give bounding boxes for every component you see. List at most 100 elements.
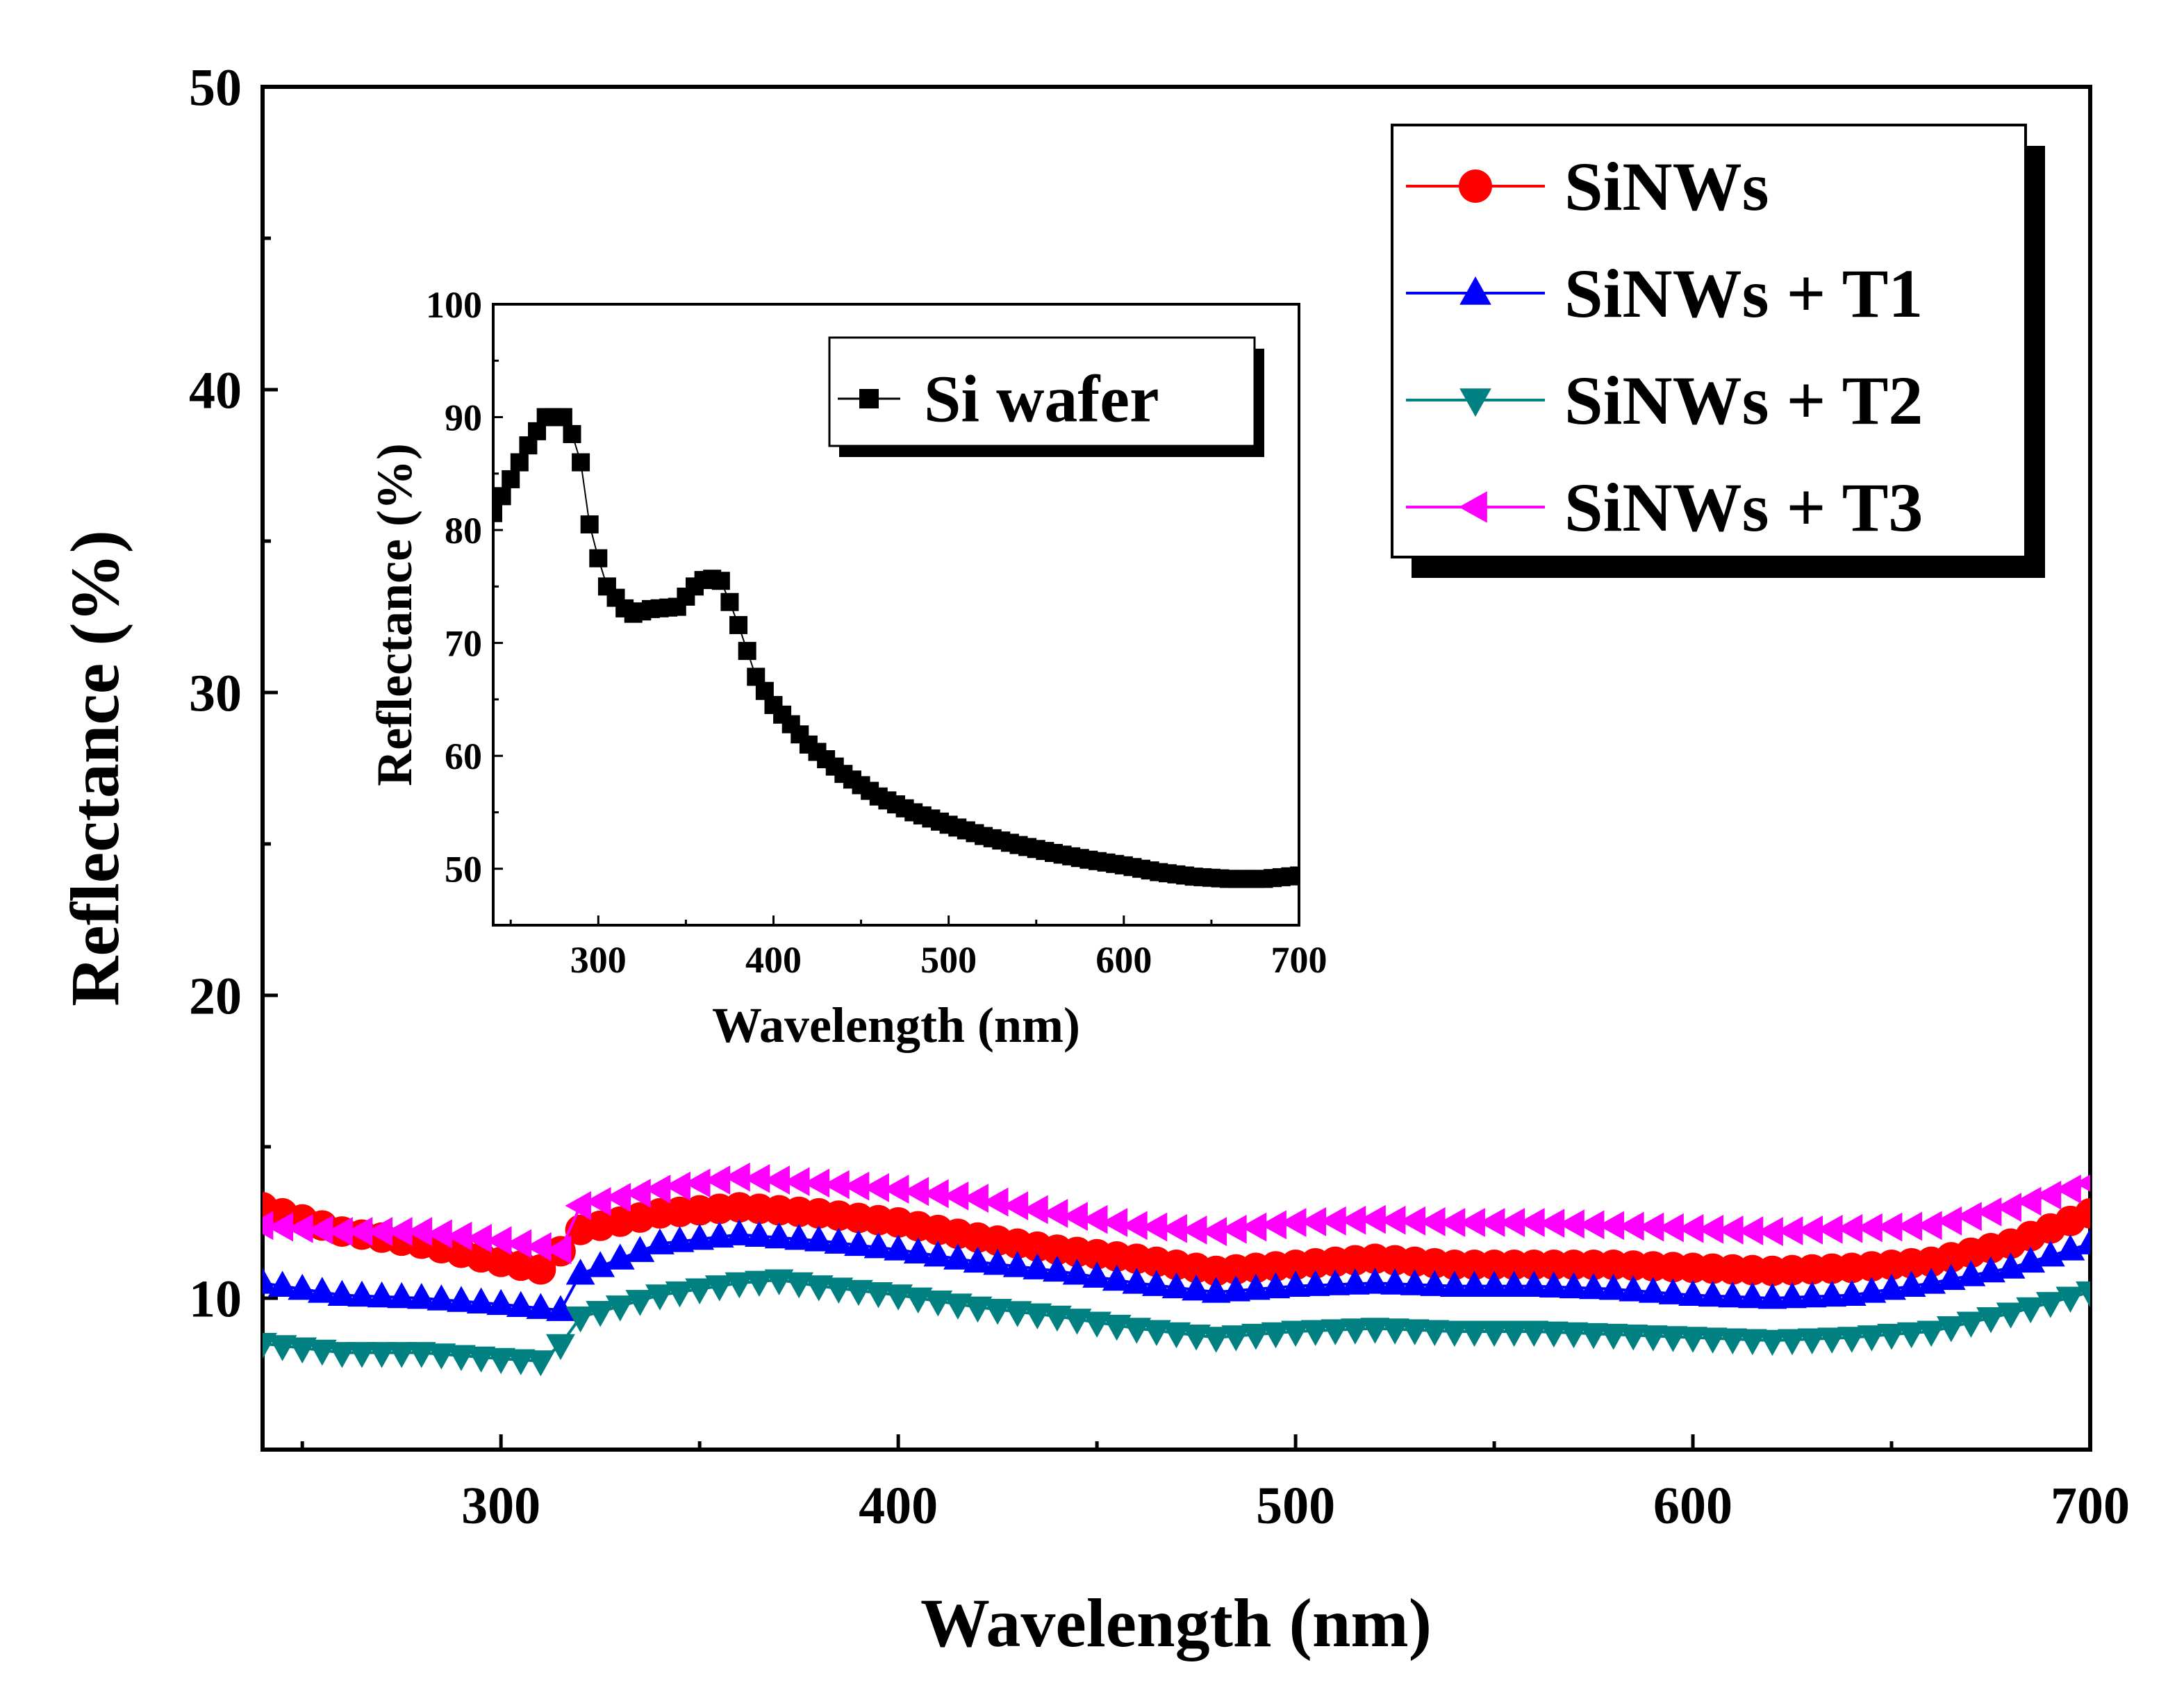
data-point-sinws-t2 <box>267 1335 297 1361</box>
data-point-sinws-t3 <box>1181 1216 1207 1245</box>
data-point-sinws-t1 <box>565 1259 595 1285</box>
data-point-sinws-t3 <box>902 1177 929 1207</box>
data-point-sinws-t1 <box>427 1284 456 1311</box>
data-point-sinws-t3 <box>1200 1217 1227 1246</box>
data-point-sinws-t3 <box>1320 1206 1346 1236</box>
data-point-sinws-t1 <box>586 1251 615 1277</box>
data-point-sinws-t3 <box>1141 1212 1168 1242</box>
data-point-sinws-t1 <box>406 1283 436 1309</box>
data-point-si-wafer <box>563 424 581 443</box>
data-point-sinws-t2 <box>1976 1307 2005 1334</box>
data-point-sinws-t2 <box>1737 1329 1767 1355</box>
inset-legend-box <box>828 336 1256 447</box>
data-point-sinws-t3 <box>1121 1211 1148 1241</box>
data-point-sinws-t1 <box>1896 1270 1926 1297</box>
main-legend-box <box>1391 124 2027 558</box>
data-point-sinws-t3 <box>386 1217 413 1246</box>
legend-label-sinws-t2: SiNWs + T2 <box>1564 362 1923 439</box>
data-point-si-wafer <box>580 515 599 533</box>
data-point-sinws-t1 <box>1221 1275 1251 1302</box>
data-point-sinws-t2 <box>745 1270 774 1297</box>
data-point-sinws-t2 <box>1638 1325 1668 1352</box>
data-point-sinws-t2 <box>1340 1318 1370 1345</box>
data-point-sinws-t2 <box>1459 1320 1489 1347</box>
data-point-sinws-t1 <box>1300 1270 1330 1296</box>
data-point-sinws-t1 <box>1737 1282 1767 1309</box>
data-point-sinws-t1 <box>704 1221 734 1248</box>
data-point-sinws-t2 <box>546 1334 575 1361</box>
data-point-sinws-t2 <box>804 1275 834 1302</box>
data-point-sinws-t1 <box>1638 1277 1668 1303</box>
data-point-sinws-t2 <box>1261 1322 1291 1349</box>
data-point-sinws-t3 <box>1598 1211 1625 1241</box>
data-point-sinws-t3 <box>1777 1216 1803 1245</box>
data-point-sinws-t3 <box>883 1175 909 1204</box>
data-point-sinws-t1 <box>1420 1270 1450 1296</box>
data-point-sinws-t3 <box>2035 1180 2062 1210</box>
inset-x-axis-title: Wavelength (nm) <box>712 997 1080 1053</box>
data-point-sinws-t2 <box>1142 1320 1171 1346</box>
data-point-sinws-t3 <box>525 1232 552 1261</box>
data-point-sinws-t1 <box>1340 1268 1370 1295</box>
data-point-sinws-t1 <box>725 1219 754 1245</box>
main-legend: SiNWs SiNWs + T1 SiNWs + T2 SiNWs + T3 <box>1391 124 2045 578</box>
data-point-sinws-t2 <box>625 1290 655 1316</box>
data-point-sinws-t2 <box>983 1298 1013 1325</box>
data-point-sinws-t1 <box>1877 1273 1906 1300</box>
data-point-sinws-t1 <box>1837 1279 1867 1307</box>
data-point-sinws-t2 <box>824 1277 854 1304</box>
legend-marker-sinws-t3 <box>1459 491 1487 523</box>
x-tick-label: 400 <box>745 939 802 981</box>
data-point-sinws-t2 <box>1559 1322 1589 1349</box>
data-point-sinws-t3 <box>545 1235 572 1265</box>
data-point-sinws-t2 <box>784 1272 814 1299</box>
data-point-sinws-t2 <box>1002 1301 1032 1327</box>
data-point-sinws-t1 <box>307 1277 337 1303</box>
inset-series-group <box>493 408 1299 888</box>
data-point-sinws-t1 <box>884 1234 913 1261</box>
data-point-si-wafer <box>510 453 529 472</box>
data-point-sinws-t2 <box>506 1349 536 1375</box>
data-point-sinws-t2 <box>447 1345 476 1371</box>
x-tick-label: 300 <box>570 939 627 981</box>
data-point-sinws-t1 <box>367 1281 397 1308</box>
data-point-sinws-t3 <box>1439 1208 1466 1237</box>
data-point-sinws-t2 <box>704 1275 734 1302</box>
x-tick-label: 500 <box>920 939 977 981</box>
data-point-sinws-t1 <box>605 1243 635 1270</box>
data-point-sinws-t1 <box>466 1287 496 1313</box>
data-point-sinws-t2 <box>1360 1318 1390 1344</box>
data-point-sinws-t1 <box>2076 1228 2090 1254</box>
data-point-sinws-t2 <box>1718 1328 1748 1354</box>
data-point-sinws-t2 <box>1896 1322 1926 1349</box>
data-point-sinws-t2 <box>1579 1323 1608 1350</box>
data-point-sinws-t1 <box>844 1229 873 1257</box>
data-point-sinws-t3 <box>1876 1212 1903 1242</box>
data-point-sinws-t2 <box>923 1290 953 1317</box>
data-point-sinws-t1 <box>1619 1275 1648 1302</box>
data-point-sinws-t3 <box>1002 1191 1029 1220</box>
data-point-sinws-t1 <box>1698 1280 1728 1307</box>
data-point-sinws <box>2075 1197 2090 1229</box>
data-point-sinws-t2 <box>1817 1327 1847 1354</box>
data-point-sinws-t3 <box>263 1211 274 1241</box>
data-point-sinws-t2 <box>863 1282 893 1309</box>
data-point-sinws-t1 <box>1043 1255 1072 1282</box>
data-point-sinws-t2 <box>2016 1297 2046 1324</box>
data-point-sinws-t1 <box>1400 1269 1430 1295</box>
data-point-sinws-t3 <box>1538 1209 1565 1238</box>
data-point-sinws-t2 <box>645 1284 675 1311</box>
data-point-sinws-t2 <box>725 1272 754 1299</box>
data-point-si-wafer <box>711 572 730 590</box>
main-series-group <box>263 1162 2090 1377</box>
data-point-sinws-t1 <box>506 1291 536 1318</box>
data-point-si-wafer <box>729 615 748 634</box>
data-point-sinws-t3 <box>505 1229 532 1259</box>
data-point-sinws-t3 <box>1061 1202 1088 1232</box>
data-point-sinws-t3 <box>1459 1208 1485 1237</box>
data-point-sinws-t3 <box>843 1171 870 1201</box>
data-point-sinws-t1 <box>804 1225 834 1252</box>
data-point-sinws-t3 <box>863 1172 889 1202</box>
data-point-sinws-t2 <box>466 1346 496 1373</box>
data-point-sinws-t2 <box>1221 1325 1251 1352</box>
